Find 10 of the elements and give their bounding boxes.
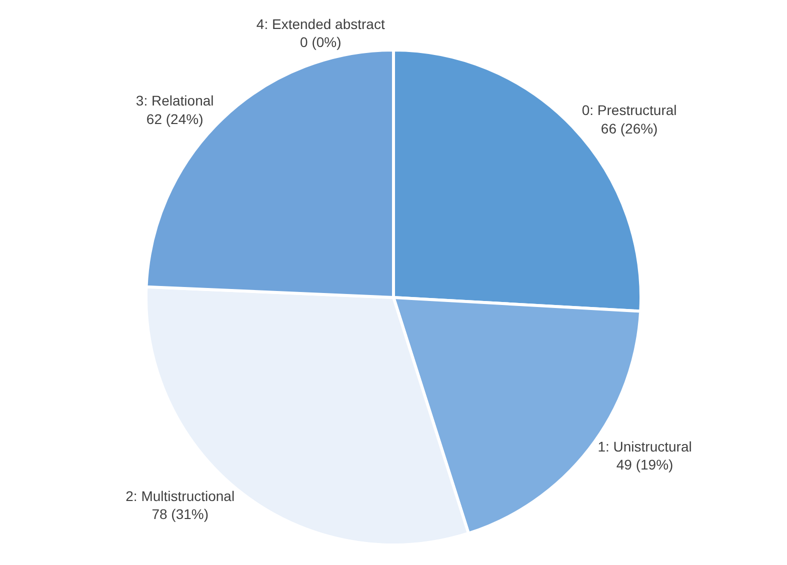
slice-label: 2: Multistructional [126, 488, 235, 504]
slice-label: 0: Prestructural [582, 102, 677, 118]
data-label: 62 (24%) [146, 110, 204, 127]
data-label: 49 (19%) [616, 456, 674, 473]
text: 0 (0%) [300, 34, 342, 50]
data-label: 78 (31%) [152, 506, 209, 522]
slice-label: 3: Relational [136, 92, 214, 109]
slice-label: 1: Unistructural [598, 438, 692, 454]
category-label: 4: Extended abstract [256, 16, 385, 32]
data-label: 66 (26%) [600, 120, 658, 136]
